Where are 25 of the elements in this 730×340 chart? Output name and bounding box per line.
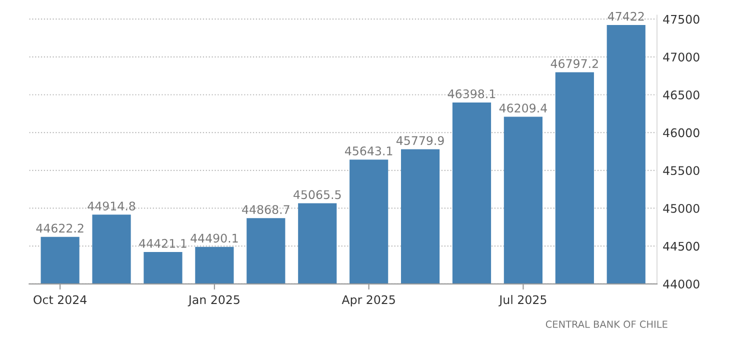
text: CENTRAL BANK OF CHILE [546, 320, 668, 328]
y-tick-label: 46500 [663, 90, 700, 100]
data-label: 45779.9 [396, 136, 444, 146]
data-label: 45643.1 [344, 146, 392, 156]
data-label: 46209.4 [499, 104, 547, 113]
data-label: 44490.1 [190, 234, 238, 243]
data-label: 45065.5 [294, 190, 341, 200]
data-label: 47422 [608, 12, 644, 21]
x-tick-label: Jul 2025 [498, 295, 546, 306]
y-tick-label: 47000 [663, 52, 700, 62]
data-label: 44914.8 [88, 202, 136, 211]
data-label: 44421.1 [139, 238, 186, 248]
data-label: 46797.2 [550, 59, 598, 68]
y-tick-label: 47500 [663, 14, 700, 24]
x-tick-label: Apr 2025 [342, 295, 395, 306]
data-label: 44868.7 [242, 205, 290, 214]
y-tick-label: 44500 [663, 242, 700, 251]
y-tick-label: 45000 [663, 204, 700, 213]
x-tick-label: Jan 2025 [188, 295, 240, 306]
y-tick-label: 44000 [663, 280, 700, 289]
x-tick-label: Oct 2024 [34, 295, 87, 304]
data-label: 44622.2 [36, 224, 84, 233]
data-label: 46398.1 [448, 89, 496, 98]
y-tick-label: 46000 [663, 128, 700, 138]
y-tick-label: 45500 [663, 166, 700, 176]
